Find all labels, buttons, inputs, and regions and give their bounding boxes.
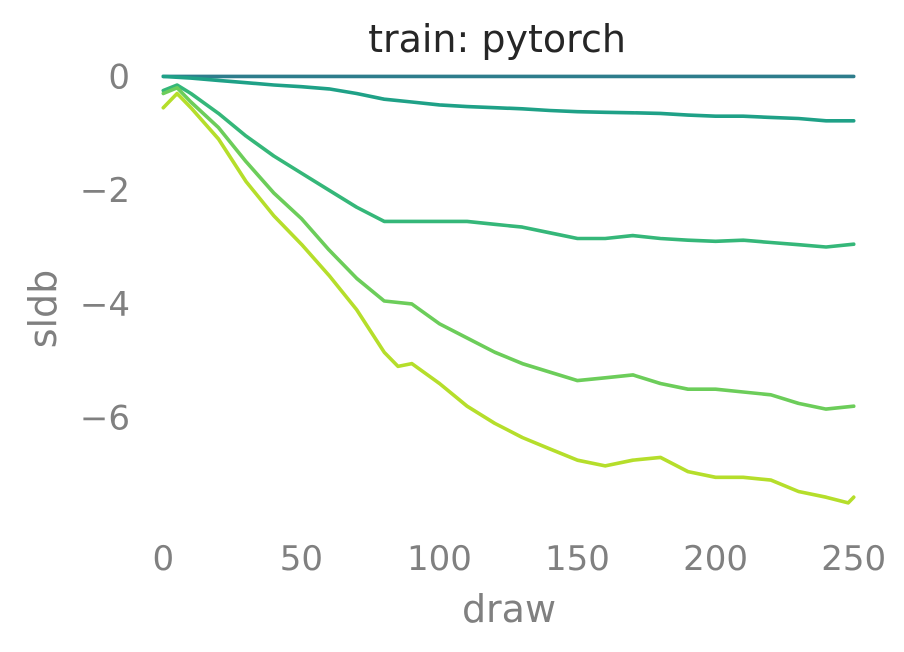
x-tick-label: 200: [683, 539, 748, 579]
chart-title: train: pytorch: [368, 17, 626, 61]
x-tick-label: 250: [821, 539, 886, 579]
y-tick-label: −2: [80, 171, 130, 211]
x-tick-label: 0: [152, 539, 174, 579]
x-tick-label: 150: [545, 539, 610, 579]
x-tick-labels: 0 50 100 150 200 250: [152, 539, 886, 579]
series-lines: [161, 74, 856, 505]
y-tick-label: −4: [80, 285, 130, 325]
x-axis-label: draw: [462, 587, 556, 631]
y-tick-label: −6: [80, 399, 130, 439]
y-axis-label: sldb: [21, 270, 65, 349]
series-line-4: [161, 86, 856, 411]
series-line-2: [161, 74, 856, 123]
y-tick-label: 0: [108, 57, 130, 97]
x-tick-label: 100: [407, 539, 472, 579]
x-tick-label: 50: [280, 539, 323, 579]
series-line-5: [161, 91, 856, 505]
series-line-3: [161, 83, 856, 249]
y-tick-labels: 0 −2 −4 −6: [80, 57, 130, 438]
